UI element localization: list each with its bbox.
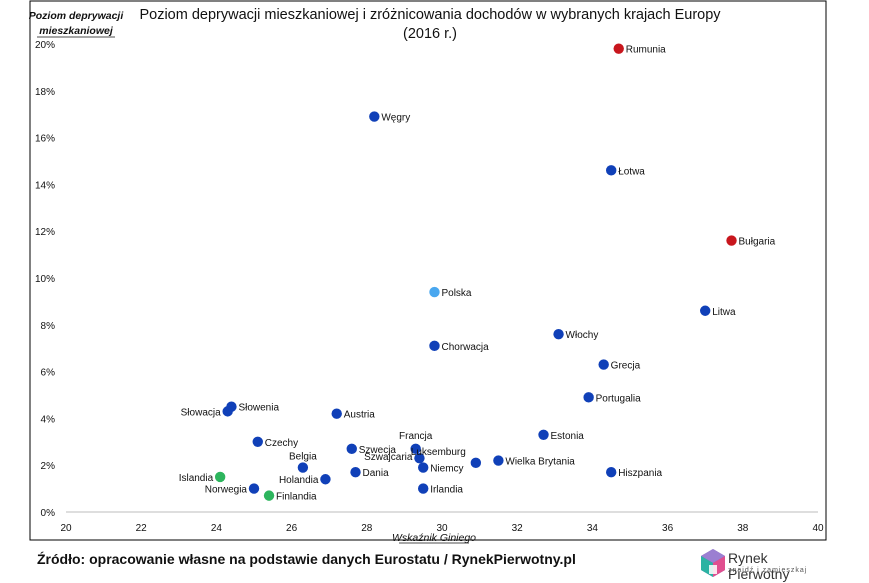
brand-tagline: znajdź i zamieszkaj [728, 567, 808, 574]
data-point [583, 392, 594, 403]
point-label: Irlandia [430, 485, 463, 496]
data-point [297, 462, 309, 473]
data-point [248, 483, 260, 494]
point-label: Islandia [179, 473, 214, 484]
y-axis-label-line1: Poziom deprywacji [29, 10, 125, 22]
x-tick-labels: 20 22 24 26 28 30 32 34 36 38 40 [60, 523, 824, 534]
data-point [470, 457, 482, 469]
point-label: Wielka Brytania [505, 457, 575, 468]
data-point [369, 111, 380, 122]
y-tick-label: 4% [41, 414, 56, 425]
point-label: Hiszpania [618, 468, 662, 479]
data-point [263, 490, 275, 501]
point-label: Chorwacja [441, 342, 489, 353]
point-label: Belgia [289, 452, 317, 463]
point-label: Portugalia [596, 393, 641, 404]
point-label: Francja [399, 431, 433, 442]
data-point [418, 462, 429, 473]
point-label: Węgry [381, 113, 410, 124]
point-label: Słowenia [238, 403, 279, 414]
chart-frame [29, 0, 827, 541]
point-label: Włochy [566, 330, 599, 341]
y-tick-label: 10% [35, 274, 55, 285]
data-point [320, 474, 331, 485]
point-label: Dania [363, 468, 390, 479]
brand-logo: Rynek Pierwotny znajdź i zamieszkaj [700, 548, 830, 582]
x-tick-label: 34 [587, 523, 599, 534]
source-note: Źródło: opracowanie własne na podstawie … [37, 551, 576, 567]
y-tick-label: 18% [35, 87, 55, 98]
house-logo-icon [701, 549, 725, 577]
data-point [410, 443, 421, 455]
point-label: Słowacja [181, 407, 221, 418]
point-label: Polska [441, 288, 471, 299]
data-point [606, 467, 617, 478]
y-tick-label: 20% [35, 40, 55, 51]
point-label: Łotwa [618, 166, 645, 177]
x-tick-label: 36 [662, 523, 674, 534]
data-point [414, 452, 425, 464]
point-label: Szwajcaria [364, 452, 413, 463]
point-label: Niemcy [430, 464, 463, 475]
y-tick-label: 2% [41, 461, 56, 472]
x-tick-label: 40 [812, 523, 824, 534]
data-point [538, 429, 549, 440]
data-point [222, 406, 233, 417]
x-tick-label: 20 [60, 523, 72, 534]
point-label: Czechy [265, 438, 298, 449]
data-point [598, 359, 609, 370]
data-point [606, 165, 617, 176]
data-point [350, 467, 361, 478]
data-point [429, 340, 440, 352]
point-label: Luksemburg [411, 447, 466, 458]
point-label: Finlandia [276, 492, 317, 503]
brand-name: Rynek Pierwotny [728, 550, 790, 582]
data-point [493, 455, 504, 466]
data-point [726, 235, 737, 246]
point-label: Holandia [279, 475, 319, 486]
data-point [613, 43, 624, 54]
point-label: Estonia [551, 431, 585, 442]
y-tick-labels: 0% 2% 4% 6% 8% 10% 12% 14% 16% 18% 20% [35, 40, 55, 519]
x-tick-label: 38 [737, 523, 749, 534]
point-label: Grecja [611, 361, 641, 372]
data-point [418, 483, 429, 494]
y-tick-label: 16% [35, 134, 55, 145]
y-tick-label: 6% [41, 368, 56, 379]
x-tick-label: 22 [136, 523, 148, 534]
y-tick-label: 14% [35, 180, 55, 191]
point-label: Austria [344, 410, 376, 421]
data-point [346, 443, 357, 455]
point-label: Norwegia [205, 485, 248, 496]
data-point [331, 408, 342, 419]
data-point [252, 436, 263, 447]
point-label: Litwa [712, 307, 736, 318]
data-point [553, 328, 564, 340]
point-label: Szwecja [359, 445, 397, 456]
x-tick-label: 24 [211, 523, 223, 534]
data-point [429, 286, 440, 298]
data-point [214, 471, 226, 483]
x-tick-label: 30 [436, 523, 448, 534]
x-axis-label: Wskaźnik Giniego [392, 532, 476, 544]
y-axis-label-line2: mieszkaniowej [39, 25, 114, 37]
x-tick-label: 28 [361, 523, 373, 534]
chart-subtitle: (2016 r.) [403, 26, 457, 42]
chart-title: Poziom deprywacji mieszkaniowej i zróżni… [139, 7, 721, 23]
x-tick-label: 26 [286, 523, 298, 534]
y-tick-label: 8% [41, 321, 56, 332]
y-tick-label: 12% [35, 227, 55, 238]
y-tick-label: 0% [41, 508, 56, 519]
point-label: Rumunia [626, 45, 666, 56]
data-points [214, 43, 737, 501]
x-tick-label: 32 [512, 523, 524, 534]
point-label: Bułgaria [739, 237, 776, 248]
data-point [700, 305, 711, 316]
point-labels: Rumunia Węgry Łotwa Bułgaria Polska Litwa Włoc… [179, 45, 776, 503]
